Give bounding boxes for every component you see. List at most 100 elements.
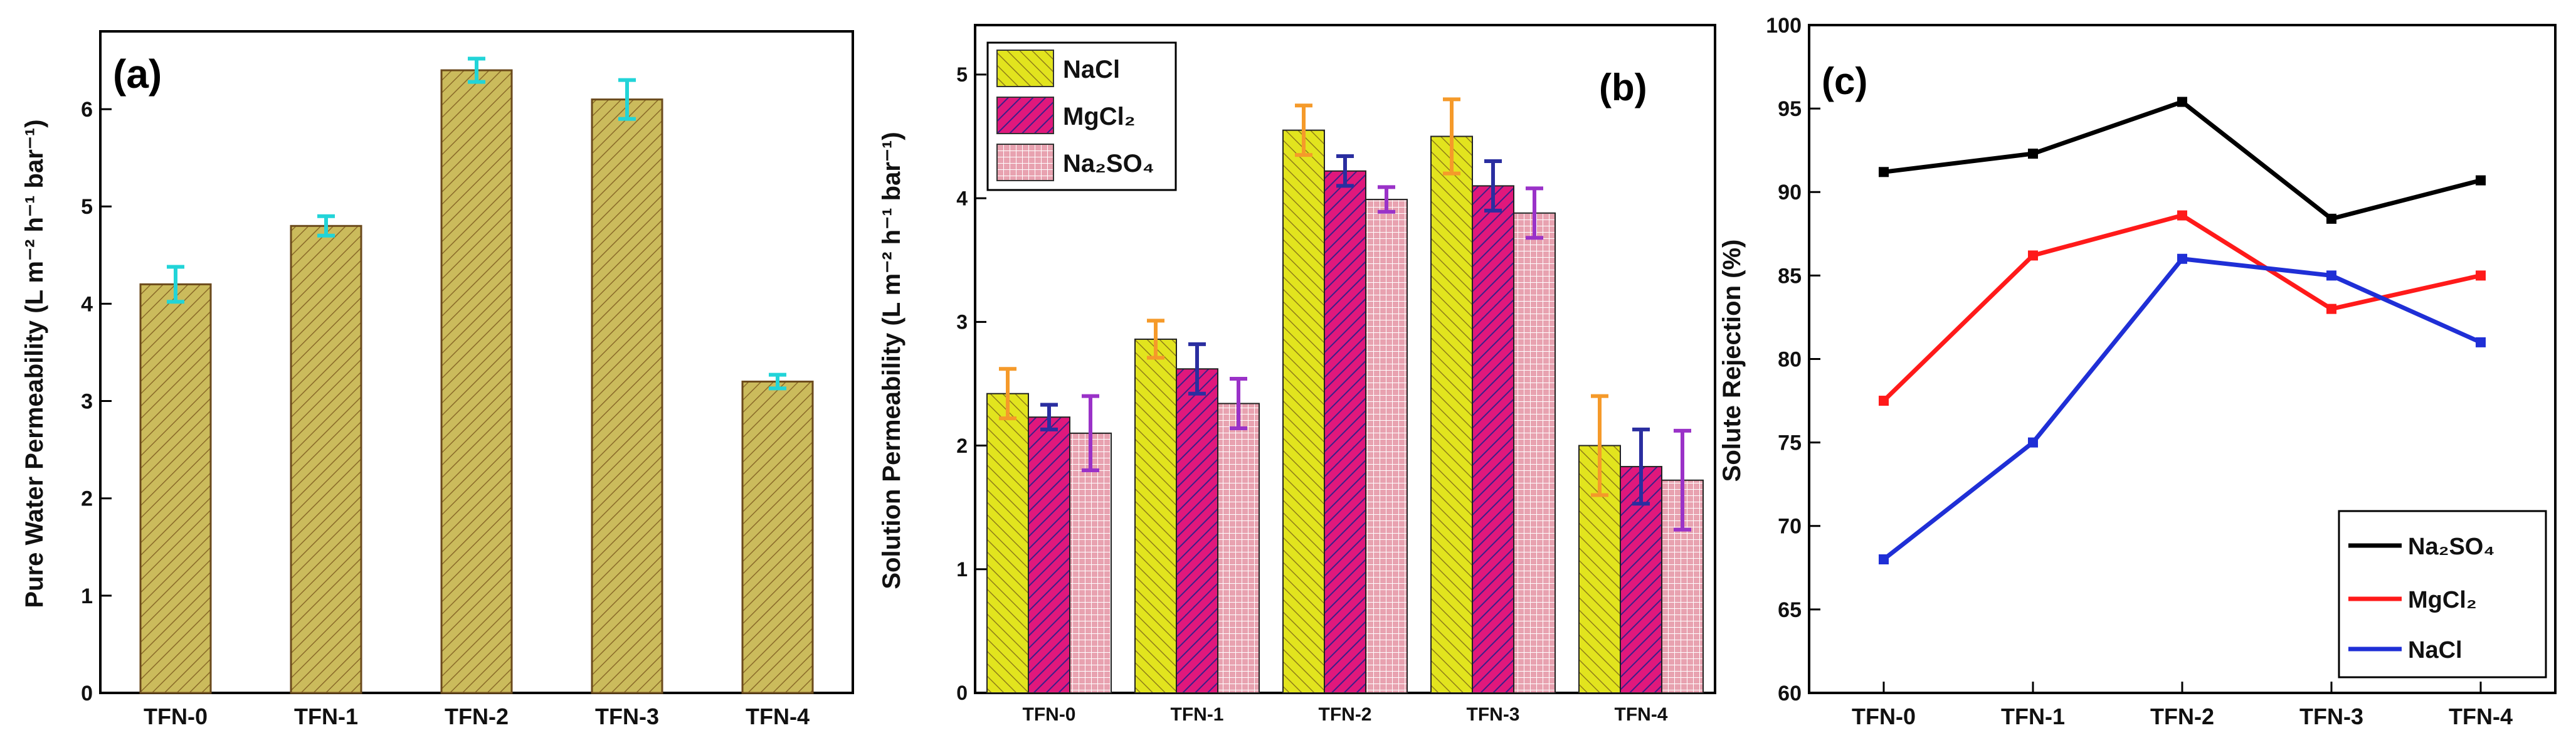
legend-text-mgcl2: MgCl₂	[2408, 587, 2477, 613]
panel-b: (b) Solution Permeability (L m⁻² h⁻¹ bar…	[878, 24, 1716, 725]
legend-label-nacl: NaCl	[1063, 56, 1120, 83]
x-tick-label-tfn1: TFN-1	[2001, 704, 2065, 729]
x-tick-label-tfn3: TFN-3	[595, 704, 659, 729]
bar-tfn3	[591, 98, 663, 694]
y-tick-label: 85	[1778, 264, 1802, 288]
bar-mgcl-tfn3	[1472, 185, 1514, 694]
y-tick-label: 80	[1778, 347, 1802, 371]
panel-c-xticks: TFN-0 TFN-1 TFN-2 TFN-3 TFN-4	[1852, 682, 2513, 729]
point-mgcl-tfn4	[2476, 270, 2486, 281]
legend-label-na2so4: Na₂SO₄	[1063, 150, 1154, 177]
x-tick-label-tfn4: TFN-4	[746, 704, 810, 729]
panel-c-yticks: 60 65 70 75 80 85 90 95 100	[1766, 14, 1820, 705]
bar-mgcl-tfn0	[1028, 416, 1070, 694]
y-tick-label: 90	[1778, 181, 1802, 204]
point-nacl-tfn2	[2177, 253, 2187, 264]
x-tick-label-tfn4: TFN-4	[2449, 704, 2513, 729]
x-tick-label-tfn4: TFN-4	[1615, 704, 1668, 725]
legend-swatch-na2so4	[996, 144, 1054, 181]
bar-naso-tfn2	[1365, 199, 1408, 694]
legend-text-nacl: NaCl	[2408, 637, 2463, 663]
point-nacl-tfn4	[2476, 337, 2486, 347]
y-tick-label: 1	[81, 584, 93, 608]
point-nacl-tfn3	[2326, 270, 2336, 281]
x-tick-label-tfn0: TFN-0	[144, 704, 208, 729]
y-tick-label: 5	[81, 195, 93, 219]
x-tick-label-tfn2: TFN-2	[1319, 704, 1372, 725]
series-line-mgcl	[1882, 213, 2481, 403]
y-tick-label: 4	[956, 187, 968, 209]
bar-naso-tfn3	[1513, 212, 1556, 694]
point-mgcl-tfn1	[2028, 250, 2038, 261]
y-tick-label: 65	[1778, 598, 1802, 622]
y-tick-label: 0	[81, 682, 93, 705]
x-tick-label-tfn3: TFN-3	[2299, 704, 2363, 729]
bar-tfn0	[139, 283, 212, 694]
y-tick-label: 3	[81, 389, 93, 413]
y-tick-label: 75	[1778, 431, 1802, 455]
series-line-naso	[1883, 99, 2481, 221]
point-nacl-tfn1	[2028, 437, 2038, 448]
panel-b-yticks: 0 1 2 3 4 5	[956, 63, 986, 704]
panel-c-label: (c)	[1822, 60, 1867, 102]
legend-swatch-mgcl2	[996, 97, 1054, 134]
panel-a: (a) Pure Water Permeability (L m⁻² h⁻¹ b…	[21, 30, 854, 729]
y-tick-label: 4	[81, 292, 93, 316]
y-tick-label: 3	[956, 311, 968, 334]
bar-tfn2	[440, 69, 513, 694]
point-naso-tfn3	[2326, 213, 2336, 224]
x-tick-label-tfn3: TFN-3	[1467, 704, 1520, 725]
point-naso-tfn4	[2476, 175, 2486, 186]
point-naso-tfn1	[2028, 149, 2038, 159]
y-tick-label: 5	[956, 63, 968, 86]
y-tick-label: 6	[81, 98, 93, 122]
panel-a-label: (a)	[113, 51, 162, 97]
panel-c-ylabel: Solute Rejection (%)	[1718, 240, 1746, 482]
panel-b-ylabel: Solution Permeability (L m⁻² h⁻¹ bar⁻¹)	[878, 132, 905, 589]
x-tick-label-tfn2: TFN-2	[2150, 704, 2214, 729]
y-tick-label: 60	[1778, 682, 1802, 705]
bar-naso-tfn1	[1217, 403, 1260, 694]
y-tick-label: 0	[956, 682, 968, 704]
x-tick-label-tfn1: TFN-1	[1171, 704, 1224, 725]
bar-mgcl-tfn1	[1176, 368, 1218, 694]
bar-nacl-tfn2	[1282, 129, 1325, 694]
panel-a-yticks: 0 1 2 3 4 5 6	[81, 98, 112, 705]
y-tick-label: 2	[956, 435, 968, 457]
bar-nacl-tfn1	[1134, 338, 1177, 694]
y-tick-label: 2	[81, 487, 93, 511]
legend-swatch-nacl	[996, 50, 1054, 87]
panel-b-legend: NaCl MgCl₂ Na₂SO₄	[986, 41, 1177, 191]
point-naso-tfn0	[1879, 167, 1889, 177]
point-naso-tfn2	[2177, 97, 2187, 107]
panel-b-label: (b)	[1599, 66, 1647, 108]
x-tick-label-tfn1: TFN-1	[294, 704, 358, 729]
point-mgcl-tfn0	[1879, 396, 1889, 406]
panel-b-errors	[999, 97, 1691, 532]
x-tick-label-tfn0: TFN-0	[1023, 704, 1076, 725]
panel-c: (c) Solute Rejection (%) 60 65 70 75 80 85 90 9…	[1718, 14, 2557, 729]
x-tick-label-tfn2: TFN-2	[445, 704, 509, 729]
y-tick-label: 1	[956, 558, 968, 581]
bar-tfn4	[741, 381, 814, 694]
panel-b-xticks: TFN-0 TFN-1 TFN-2 TFN-3 TFN-4	[1023, 682, 1668, 725]
panel-c-lines	[1879, 97, 2486, 564]
legend-text-na2so4: Na₂SO₄	[2408, 534, 2494, 560]
point-mgcl-tfn3	[2326, 304, 2336, 314]
bar-nacl-tfn3	[1430, 135, 1473, 694]
legend-label-mgcl2: MgCl₂	[1063, 103, 1136, 130]
y-tick-label: 95	[1778, 97, 1802, 121]
y-tick-label: 70	[1778, 515, 1802, 539]
bar-tfn1	[290, 224, 362, 694]
point-mgcl-tfn2	[2177, 210, 2187, 221]
panel-b-bars	[986, 129, 1704, 694]
panel-a-bars	[139, 69, 814, 694]
panel-c-legend: Na₂SO₄ MgCl₂ NaCl	[2338, 510, 2547, 678]
x-tick-label-tfn0: TFN-0	[1852, 704, 1916, 729]
bar-nacl-tfn0	[986, 393, 1029, 694]
bar-mgcl-tfn2	[1324, 170, 1366, 694]
panel-a-ylabel: Pure Water Permeability (L m⁻² h⁻¹ bar⁻¹…	[21, 119, 48, 608]
point-nacl-tfn0	[1879, 554, 1889, 564]
y-tick-label: 100	[1766, 14, 1802, 38]
